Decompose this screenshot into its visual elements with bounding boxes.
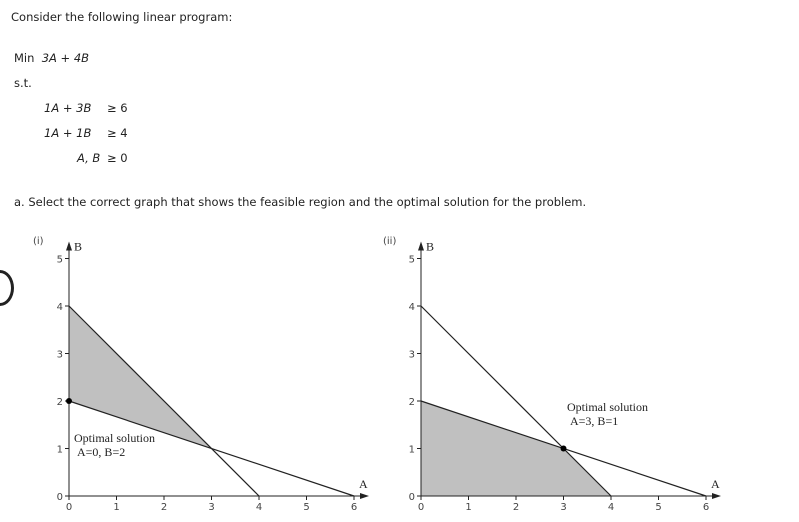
x-tick-label: 5 [303,502,309,513]
optimal-annotation-title: Optimal solution [567,400,648,414]
graph-label: (ii) [383,236,396,247]
y-tick-label: 4 [409,302,415,313]
x-axis-label: A [359,477,368,491]
objective: Min 3A + 4B [14,51,89,65]
x-tick-label: 0 [66,502,72,513]
graph-label: (i) [33,236,44,247]
x-tick-label: 3 [560,502,566,513]
y-tick-label: 0 [57,492,63,503]
x-tick-label: 5 [655,502,661,513]
constraint-line-2 [420,305,612,497]
y-tick-label: 4 [57,302,63,313]
x-tick-label: 1 [113,502,119,513]
y-axis-label: B [426,240,434,254]
y-tick-label: 3 [57,350,63,361]
feasible-region [421,401,611,496]
x-axis-arrow-icon [712,493,721,499]
intro-text: Consider the following linear program: [11,10,233,24]
x-tick-label: 4 [256,502,262,513]
y-tick-label: 2 [409,397,415,408]
x-tick-label: 2 [161,502,167,513]
constraint-3-rhs: ≥ 0 [107,151,128,165]
optimal-annotation-values: A=0, B=2 [77,445,125,459]
y-tick-label: 5 [409,255,415,266]
x-tick-label: 1 [465,502,471,513]
y-axis-label: B [74,240,82,254]
optimal-point [560,445,567,452]
constraint-1-rhs: ≥ 6 [107,101,128,115]
y-tick-label: 1 [57,445,63,456]
x-tick-label: 6 [703,502,709,513]
constraint-line-2 [68,305,260,497]
x-tick-label: 0 [418,502,424,513]
y-tick-label: 5 [57,255,63,266]
x-tick-label: 4 [608,502,614,513]
y-axis-arrow-icon [418,241,424,251]
y-tick-label: 0 [409,492,415,503]
constraint-2-lhs: 1A + 1B [44,126,92,140]
st-label: s.t. [14,76,32,90]
y-tick-label: 2 [57,397,63,408]
objective-expr: 3A + 4B [41,51,90,65]
x-axis-arrow-icon [360,493,369,499]
optimal-annotation-values: A=3, B=1 [570,414,618,428]
y-tick-label: 3 [409,350,415,361]
constraint-3-lhs: A, B [77,151,101,165]
y-axis-arrow-icon [66,241,72,251]
constraint-1-lhs: 1A + 3B [44,101,92,115]
objective-label: Min [14,51,35,65]
optimal-point [66,398,72,404]
constraint-2-rhs: ≥ 4 [107,126,128,140]
x-axis-label: A [711,477,720,491]
y-tick-label: 1 [409,445,415,456]
x-tick-label: 6 [351,502,357,513]
optimal-annotation-title: Optimal solution [74,431,155,445]
x-tick-label: 2 [513,502,519,513]
x-tick-label: 3 [208,502,214,513]
question-text: a. Select the correct graph that shows t… [14,195,587,209]
